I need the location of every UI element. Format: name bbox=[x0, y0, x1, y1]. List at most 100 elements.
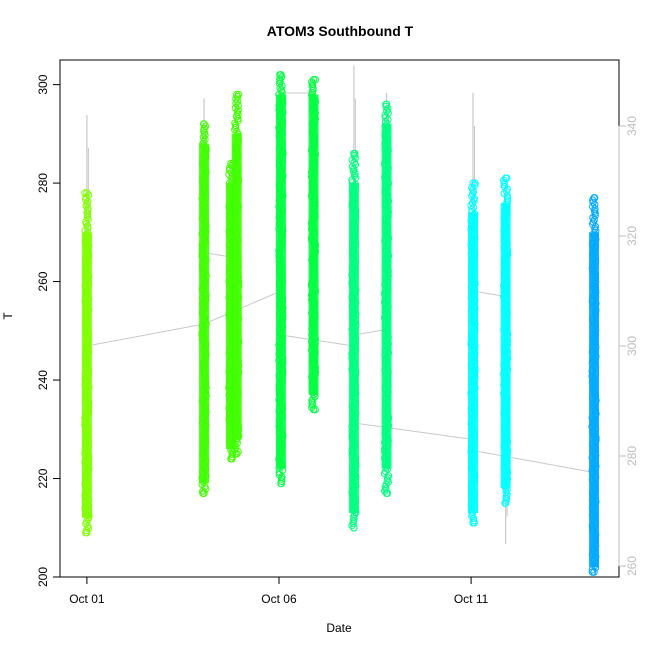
data-point bbox=[83, 469, 92, 477]
data-point bbox=[348, 402, 356, 411]
data-point bbox=[588, 202, 597, 211]
data-point bbox=[276, 398, 285, 406]
data-point bbox=[277, 178, 286, 187]
data-point bbox=[349, 255, 358, 263]
data-point bbox=[201, 188, 209, 196]
series-2-segment-1 bbox=[307, 75, 320, 414]
data-point bbox=[84, 352, 92, 360]
data-point bbox=[199, 478, 208, 487]
data-point bbox=[351, 460, 360, 468]
data-point bbox=[470, 322, 479, 331]
data-point bbox=[382, 228, 390, 236]
data-point-min bbox=[309, 405, 318, 414]
data-point bbox=[352, 286, 360, 294]
data-point bbox=[276, 75, 284, 83]
data-series bbox=[81, 71, 600, 576]
data-point bbox=[310, 273, 319, 282]
y-tick-label-1: 220 bbox=[36, 468, 50, 488]
data-point bbox=[233, 313, 241, 321]
data-point bbox=[200, 386, 208, 394]
data-point bbox=[278, 365, 287, 373]
data-point bbox=[501, 470, 509, 479]
series-1 bbox=[198, 90, 243, 497]
data-point bbox=[384, 212, 392, 221]
data-point-min bbox=[227, 455, 235, 463]
data-point bbox=[350, 420, 358, 429]
series-0 bbox=[81, 189, 93, 537]
data-point bbox=[81, 226, 89, 235]
data-point bbox=[232, 95, 240, 103]
series-2-segment-0 bbox=[275, 71, 287, 488]
series-3-segment-1 bbox=[380, 100, 393, 497]
data-point bbox=[278, 442, 286, 450]
data-point-min bbox=[501, 499, 510, 507]
data-point bbox=[352, 367, 360, 376]
data-point bbox=[348, 431, 357, 440]
data-point bbox=[275, 470, 284, 479]
data-point bbox=[199, 450, 207, 458]
data-point bbox=[351, 317, 359, 325]
data-point bbox=[349, 314, 357, 323]
data-point bbox=[384, 146, 392, 155]
data-point bbox=[348, 354, 356, 362]
data-point bbox=[590, 346, 598, 354]
data-point bbox=[589, 198, 597, 206]
data-point-min bbox=[350, 524, 358, 532]
secondary-connection-8 bbox=[472, 450, 595, 473]
data-point-max bbox=[200, 120, 208, 128]
chart-title: ATOM3 Southbound T bbox=[267, 23, 414, 39]
data-point bbox=[500, 411, 509, 420]
data-point bbox=[309, 148, 317, 156]
data-point bbox=[384, 115, 392, 124]
series-4 bbox=[467, 174, 512, 527]
data-point bbox=[82, 270, 90, 279]
data-point bbox=[349, 475, 357, 484]
data-point bbox=[589, 557, 598, 565]
data-point bbox=[589, 282, 598, 290]
data-point bbox=[307, 172, 316, 181]
data-point bbox=[275, 396, 283, 404]
data-point bbox=[83, 484, 92, 493]
series-4-segment-1 bbox=[499, 174, 512, 507]
data-point bbox=[200, 282, 208, 291]
data-point-max bbox=[83, 189, 91, 197]
data-point bbox=[467, 444, 476, 452]
data-point bbox=[470, 369, 478, 377]
data-point bbox=[470, 344, 479, 353]
segment-core bbox=[308, 94, 319, 395]
data-point bbox=[384, 164, 392, 172]
data-point bbox=[279, 312, 287, 321]
data-point bbox=[84, 405, 93, 413]
data-point bbox=[232, 229, 241, 238]
data-point bbox=[470, 503, 479, 512]
data-point bbox=[500, 325, 508, 334]
y-axis-left: 200 220 240 260 280 300 bbox=[36, 74, 61, 587]
data-point bbox=[277, 244, 285, 253]
data-point bbox=[311, 139, 319, 148]
y2-tick-label-3: 320 bbox=[625, 226, 639, 246]
data-point bbox=[469, 380, 478, 388]
data-point-min bbox=[233, 450, 241, 458]
data-point-min bbox=[469, 519, 477, 527]
data-point bbox=[381, 445, 389, 454]
data-point bbox=[350, 425, 359, 433]
data-point bbox=[589, 324, 598, 332]
data-point bbox=[200, 212, 208, 221]
data-point bbox=[231, 267, 239, 275]
data-point bbox=[470, 327, 479, 335]
secondary-connection-5 bbox=[353, 329, 387, 336]
data-point bbox=[383, 192, 392, 201]
data-point bbox=[348, 200, 356, 208]
x-tick-label-2: Oct 11 bbox=[454, 592, 489, 606]
data-point bbox=[588, 315, 597, 323]
data-point-max bbox=[501, 174, 510, 182]
data-point bbox=[348, 411, 357, 420]
data-point bbox=[311, 311, 319, 319]
y2-tick-label-2: 300 bbox=[625, 336, 639, 356]
data-point bbox=[275, 249, 284, 257]
data-point bbox=[381, 357, 390, 366]
x-axis: Oct 01 Oct 06 Oct 11 bbox=[69, 576, 489, 606]
data-point bbox=[202, 320, 210, 328]
data-point bbox=[350, 290, 359, 299]
data-point bbox=[384, 179, 393, 188]
